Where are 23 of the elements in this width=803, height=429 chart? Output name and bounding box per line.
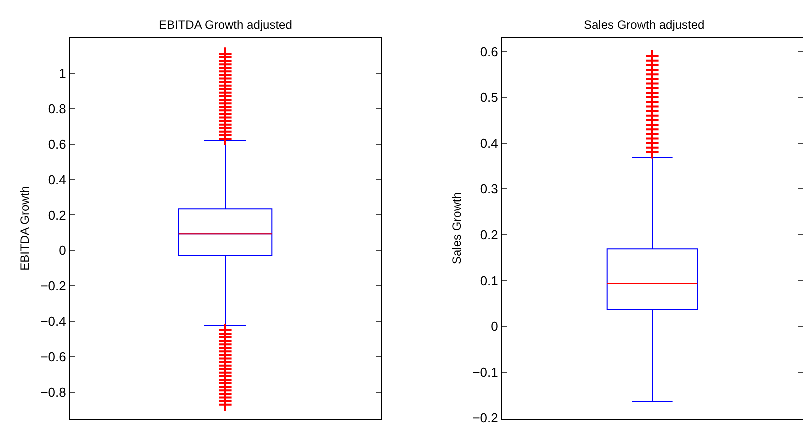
y-tick-label: 1 xyxy=(59,66,66,81)
y-tick-label: −0.4 xyxy=(40,314,66,330)
y-tick-label: −0.8 xyxy=(40,384,66,400)
y-tick-label: 0.5 xyxy=(480,90,498,106)
y-tick-label: −0.2 xyxy=(472,410,498,426)
y-tick-label: 0 xyxy=(491,319,498,334)
y-tick-label: 0.6 xyxy=(480,44,498,60)
chart-title: EBITDA Growth adjusted xyxy=(159,18,292,32)
y-tick-label: 0.4 xyxy=(48,172,66,188)
y-axis-title: Sales Growth xyxy=(450,192,464,265)
y-tick-label: 0.6 xyxy=(48,136,66,152)
y-tick-label: 0.8 xyxy=(48,101,66,116)
y-tick-label: −0.1 xyxy=(472,364,498,380)
y-tick-label: 0.4 xyxy=(480,136,498,151)
y-tick-label: 0.2 xyxy=(480,227,498,242)
y-axis-title: EBITDA Growth xyxy=(18,186,32,271)
y-tick-label: −0.2 xyxy=(40,278,66,294)
y-tick-label: 0.3 xyxy=(480,182,498,197)
y-tick-label: 0.1 xyxy=(480,273,498,288)
chart-title: Sales Growth adjusted xyxy=(584,18,705,32)
y-tick-label: −0.6 xyxy=(40,350,66,365)
y-tick-label: 0.2 xyxy=(48,208,66,223)
y-tick-label: 0 xyxy=(59,243,66,258)
